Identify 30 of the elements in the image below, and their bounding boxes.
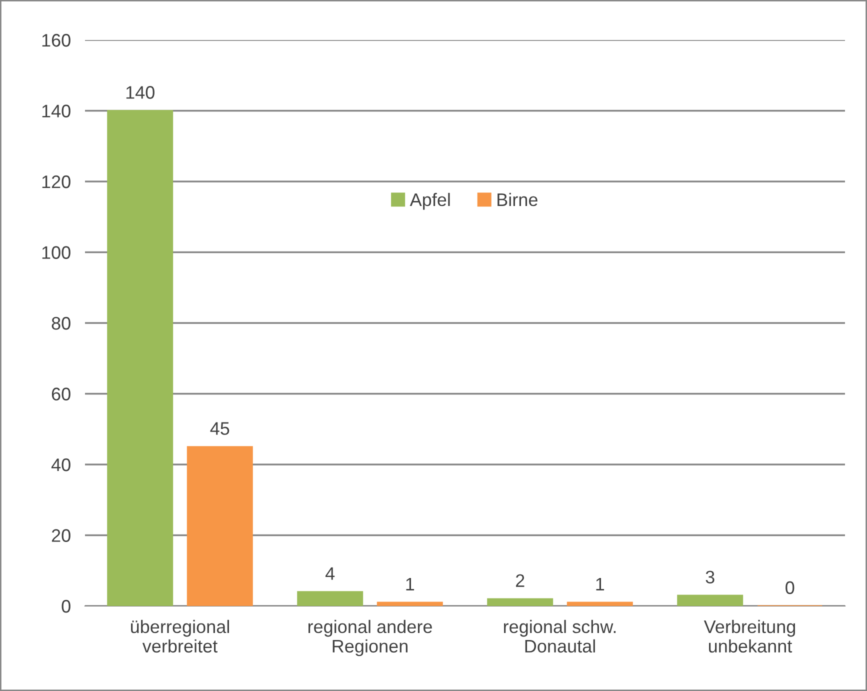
legend-label: Apfel <box>410 192 450 210</box>
bar <box>376 602 443 606</box>
data-label: 3 <box>706 570 714 584</box>
y-tick-label: 20 <box>52 529 70 542</box>
y-tick-label: 80 <box>52 316 70 330</box>
data-label: 140 <box>126 86 154 99</box>
data-label: 4 <box>325 567 335 580</box>
y-tick-label: 100 <box>42 246 70 259</box>
legend-label: Birne <box>498 192 538 206</box>
x-tick-label: überregional verbreitet <box>131 620 229 653</box>
bar <box>297 591 364 606</box>
bar <box>677 594 744 606</box>
y-tick-label: 0 <box>62 600 70 613</box>
y-tick-label: 160 <box>42 34 70 47</box>
x-tick-label: regional andere Regionen <box>308 620 432 656</box>
y-tick-label: 60 <box>52 388 70 400</box>
data-label: 0 <box>786 581 794 594</box>
bar <box>107 110 174 606</box>
y-tick-label: 120 <box>42 175 70 188</box>
y-tick-label: 140 <box>42 104 70 118</box>
bar <box>566 602 633 606</box>
bar <box>487 598 554 606</box>
bar <box>186 446 253 606</box>
data-label: 1 <box>406 578 414 590</box>
data-label: 2 <box>516 574 524 587</box>
x-tick-label: Verbreitung unbekannt <box>704 620 796 653</box>
y-tick-label: 40 <box>51 458 70 472</box>
data-label: 45 <box>210 422 230 435</box>
x-tick-label: regional schw. Donautal <box>504 620 616 653</box>
data-label: 1 <box>596 578 604 590</box>
